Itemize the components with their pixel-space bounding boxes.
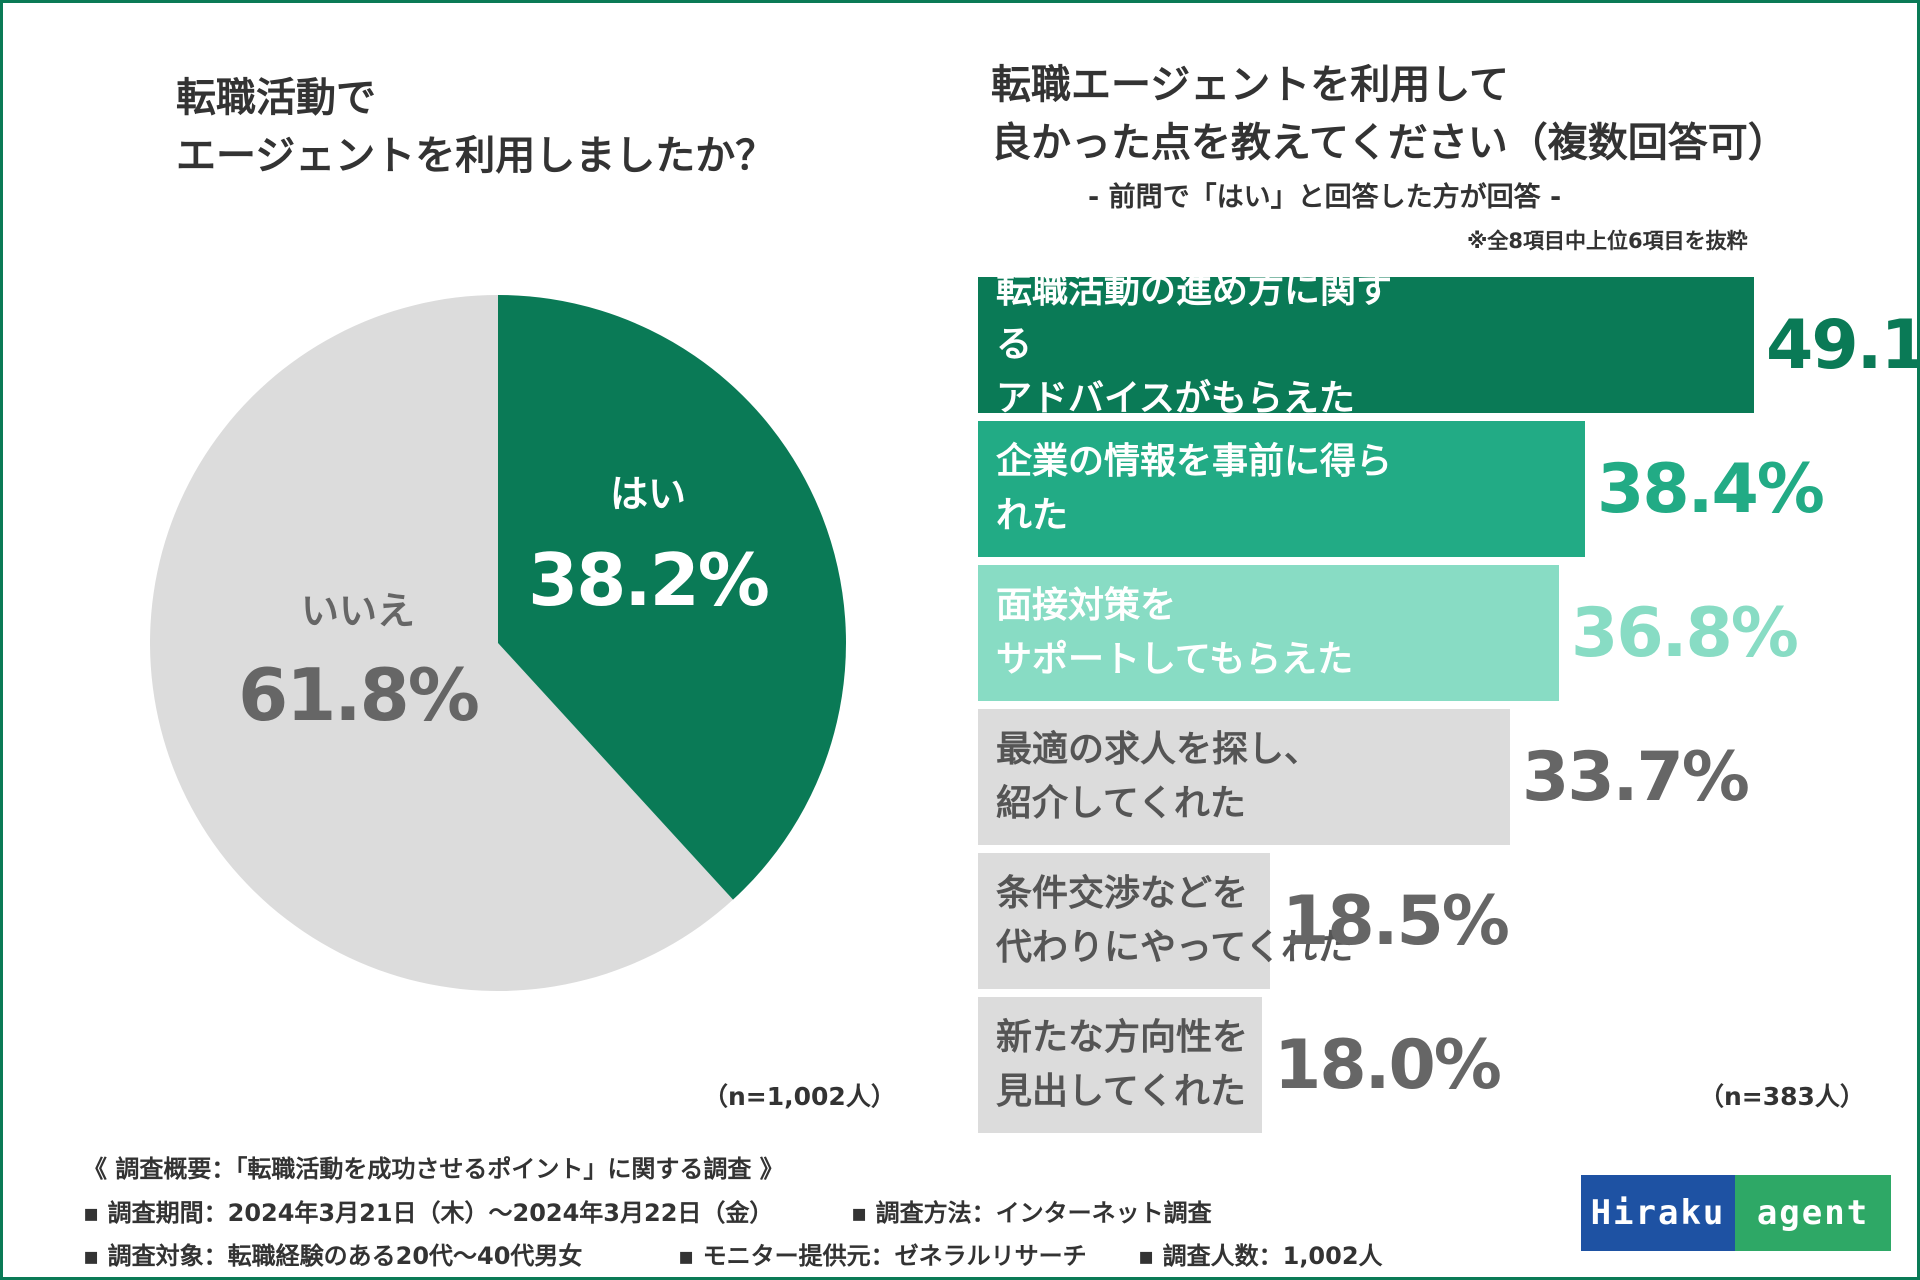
bar-label: 転職活動の進め方に関する アドバイスがもらえた	[996, 270, 1393, 419]
right-title: 転職エージェントを利用して 良かった点を教えてください（複数回答可）	[991, 62, 1788, 166]
pie-chart	[149, 295, 846, 991]
pie-slice-yes	[498, 295, 846, 900]
pie-label-no: いいえ	[300, 589, 415, 633]
right-note: ※全8項目中上位6項目を抜粋	[1467, 229, 1748, 253]
right-subtitle: - 前問で「はい」と回答した方が回答 -	[1088, 182, 1562, 213]
left-title: 転職活動で エージェントを利用しましたか？	[176, 75, 776, 179]
bar-value-label: 18.5%	[1282, 881, 1510, 961]
bar: 最適の求人を探し、 紹介してくれた 33.7%	[978, 709, 1750, 845]
footer-count: ▪ 調査人数：1,002人	[1138, 1242, 1383, 1270]
footer-target: ▪ 調査対象：転職経験のある20代〜40代男女	[83, 1242, 583, 1270]
bar-value-label: 49.1%	[1766, 305, 1920, 385]
bar: 条件交渉などを 代わりにやってくれた 18.5%	[978, 853, 1510, 989]
bar-label: 企業の情報を事前に得られた	[996, 441, 1393, 536]
logo-hiraku: Hiraku	[1581, 1175, 1735, 1251]
right-sample-size: （n=383人）	[1699, 1082, 1865, 1111]
footer-period: ▪ 調査期間：2024年3月21日（木）〜2024年3月22日（金）	[83, 1199, 774, 1227]
logo-agent: agent	[1735, 1175, 1891, 1251]
bar: 転職活動の進め方に関する アドバイスがもらえた 49.1%	[978, 270, 1920, 419]
bar-label: 新たな方向性を 見出してくれた	[996, 1017, 1249, 1112]
pie-slice-no	[149, 295, 734, 991]
bar-value-label: 36.8%	[1571, 593, 1799, 673]
left-sample-size: （n=1,002人）	[703, 1082, 896, 1111]
bar-label: 最適の求人を探し、 紹介してくれた	[996, 729, 1321, 824]
footer-method: ▪ 調査方法：インターネット調査	[851, 1199, 1212, 1227]
footer-provider: ▪ モニター提供元：ゼネラルリサーチ	[678, 1242, 1087, 1270]
bar: 新たな方向性を 見出してくれた 18.0%	[978, 997, 1502, 1133]
bar: 面接対策を サポートしてもらえた 36.8%	[978, 565, 1799, 701]
bar-value-label: 33.7%	[1522, 737, 1750, 817]
pie-value-yes: 38.2%	[528, 538, 770, 622]
bar-label: 条件交渉などを 代わりにやってくれた	[996, 873, 1354, 968]
pie-value-no: 61.8%	[238, 653, 480, 737]
footer-overview: 《 調査概要：「転職活動を成功させるポイント」に関する調査 》	[83, 1155, 784, 1183]
pie-label-yes: はい	[609, 472, 686, 516]
bar-label: 面接対策を サポートしてもらえた	[996, 585, 1354, 680]
bar-value-label: 18.0%	[1274, 1025, 1502, 1105]
bar: 企業の情報を事前に得られた 38.4%	[978, 421, 1825, 557]
bar-value-label: 38.4%	[1597, 449, 1825, 529]
